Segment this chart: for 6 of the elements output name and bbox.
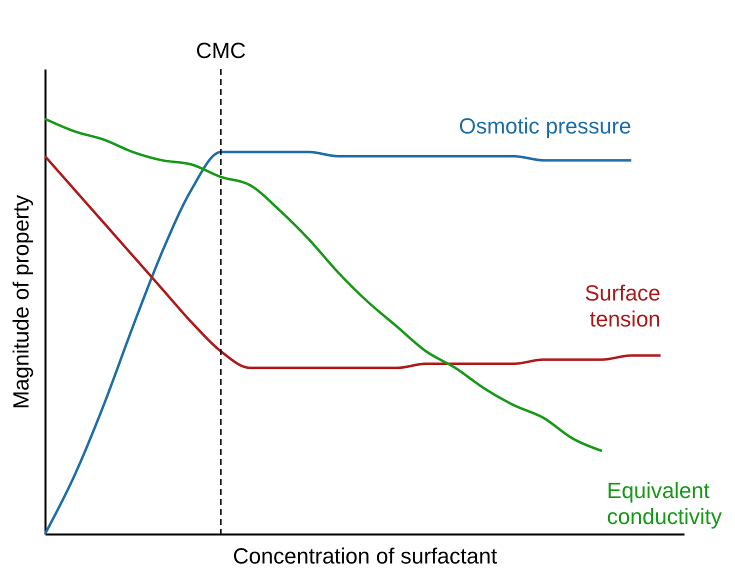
series-label: Equivalent conductivity bbox=[606, 478, 722, 529]
series-label: Surface tension bbox=[584, 280, 661, 332]
x-axis-title: Concentration of surfactant bbox=[232, 544, 498, 568]
text: CMC bbox=[196, 38, 246, 63]
y-axis-title: Magnitude of property bbox=[8, 194, 34, 410]
series-label: Osmotic pressure bbox=[458, 113, 632, 138]
